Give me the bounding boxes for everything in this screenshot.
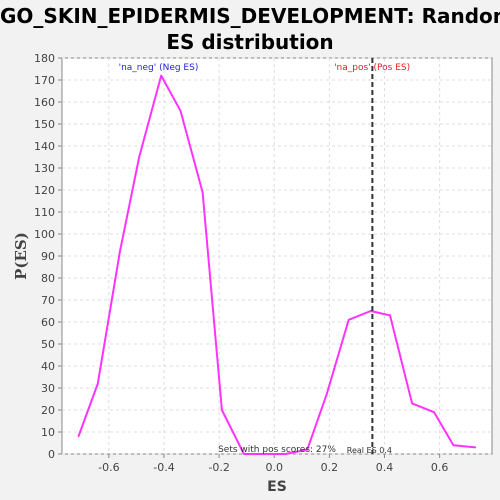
series-line-1 [77,74,476,455]
data-point [347,319,350,321]
y-tick-label: 150 [34,118,55,131]
annotations: 'na_neg' (Neg ES) 'na_pos' (Pos ES) Sets w… [119,58,410,455]
data-point [284,453,287,455]
chart-title: GO_SKIN_EPIDERMIS_DEVELOPMENT: Random ES… [0,3,500,55]
data-point [411,402,413,405]
data-point [160,74,163,77]
y-tick-label: 110 [34,206,55,219]
real-es-text: Real ES 0.4 [347,446,392,455]
chart-title-line-1: GO_SKIN_EPIDERMIS_DEVELOPMENT: Random [0,4,500,28]
data-point [433,411,435,414]
axis-ticks: 0 10 20 30 40 50 60 70 80 90 100 110 120 130 140 150 160… [34,52,448,474]
y-tick-label: 10 [41,426,55,439]
y-tick-label: 130 [34,162,55,175]
x-tick-label: -0.6 [98,461,119,474]
y-tick-label: 80 [41,272,55,285]
y-tick-label: 30 [41,382,55,395]
y-tick-label: 40 [41,360,55,373]
y-tick-label: 70 [41,294,55,307]
data-point [325,393,328,396]
x-tick-label: -0.2 [208,461,229,474]
y-tick-label: 170 [34,74,55,87]
y-tick-label: 160 [34,96,55,109]
chart-title-line-2: ES distribution [166,30,334,54]
series-layer [77,74,477,455]
y-tick-label: 120 [34,184,55,197]
data-point [179,110,182,112]
y-axis-label: P(ES) [12,232,30,280]
data-point [389,314,391,317]
y-tick-label: 20 [41,404,55,417]
x-tick-label: 0.2 [321,461,339,474]
x-tick-label: 0.6 [431,461,449,474]
data-point [243,453,245,455]
y-tick-label: 180 [34,52,55,65]
data-point [97,382,99,385]
data-point [452,444,455,447]
y-tick-label: 60 [41,316,55,329]
x-tick-label: 0.4 [376,461,394,474]
data-point [262,453,265,455]
y-tick-label: 90 [41,250,55,263]
data-point [221,409,223,411]
data-point [119,250,121,253]
data-point [77,435,80,438]
neg-es-label: 'na_neg' (Neg ES) [119,63,199,73]
plot-area [61,57,493,455]
y-tick-label: 0 [48,448,55,461]
data-point [474,446,477,449]
data-point [201,191,204,193]
pos-scores-text: Sets with pos scores: 27% [218,445,336,455]
x-axis-label: ES [267,479,287,495]
y-tick-label: 100 [34,228,55,241]
data-point [306,448,309,451]
pos-es-label: 'na_pos' (Pos ES) [334,63,410,73]
data-point [369,310,372,312]
x-tick-label: -0.4 [153,461,174,474]
y-tick-label: 50 [41,338,55,351]
y-tick-label: 140 [34,140,55,153]
data-point [138,156,140,158]
x-tick-label: 0.0 [265,461,283,474]
